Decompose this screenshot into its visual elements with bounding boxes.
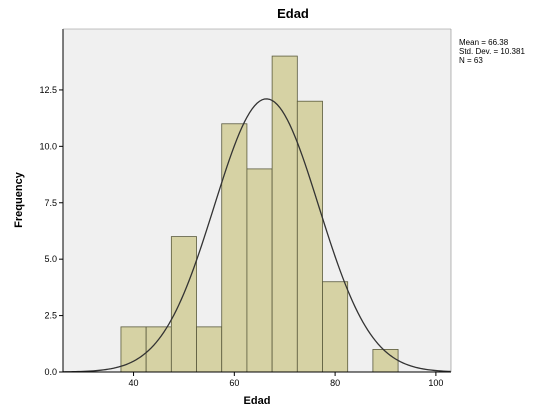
axes-group xyxy=(62,28,452,373)
x-axis-label: Edad xyxy=(244,395,271,407)
stats-n: N = 63 xyxy=(459,56,483,65)
x-tick-label: 40 xyxy=(129,378,139,388)
histogram-bar-7 xyxy=(296,100,323,373)
y-tick-label: 5.0 xyxy=(44,254,57,264)
histogram-bar-10 xyxy=(372,349,399,373)
normal-curve xyxy=(62,98,452,373)
histogram-bar-8 xyxy=(322,281,349,373)
y-tick-label: 2.5 xyxy=(44,311,57,321)
x-tick-label: 80 xyxy=(330,378,340,388)
x-tick-label: 100 xyxy=(428,378,443,388)
histogram-bar-5 xyxy=(246,168,273,373)
bars-group xyxy=(120,55,399,373)
stats-box: Mean = 66.38 Std. Dev. = 10.381 N = 63 xyxy=(459,38,525,65)
y-ticks-group: 0.0 2.5 5.0 7.5 10.0 12.5 xyxy=(39,85,63,377)
y-tick-label: 12.5 xyxy=(39,85,57,95)
y-tick-label: 0.0 xyxy=(44,367,57,377)
x-ticks-group: 40 60 80 100 xyxy=(129,372,443,388)
histogram-bar-2 xyxy=(170,236,197,373)
y-tick-label: 7.5 xyxy=(44,198,57,208)
histogram-bar-4 xyxy=(221,123,248,373)
y-axis-label: Frequency xyxy=(13,171,25,228)
y-tick-label: 10.0 xyxy=(39,141,57,151)
x-tick-label: 60 xyxy=(229,378,239,388)
stats-std-dev: Std. Dev. = 10.381 xyxy=(459,47,525,56)
chart-title: Edad xyxy=(277,6,309,21)
stats-mean: Mean = 66.38 xyxy=(459,38,509,47)
histogram-bar-3 xyxy=(196,326,223,373)
